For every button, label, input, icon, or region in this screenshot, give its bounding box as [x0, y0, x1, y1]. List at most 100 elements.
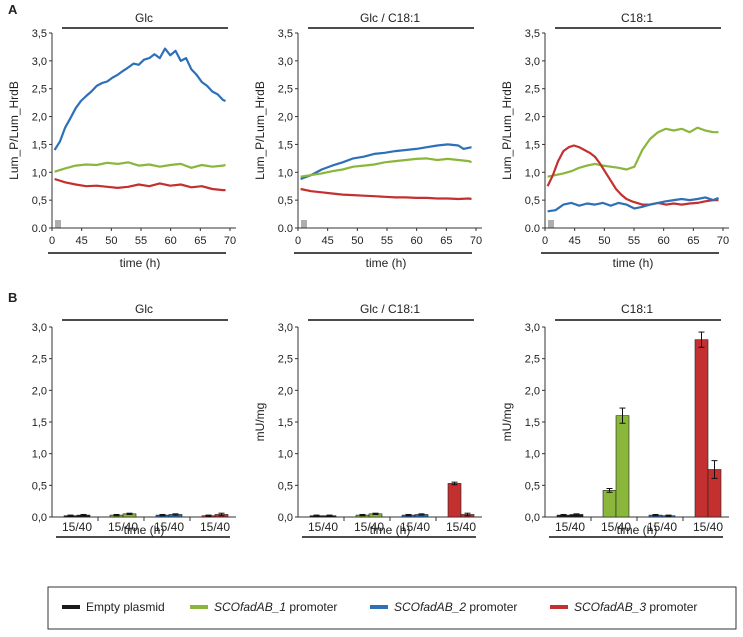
series-line-fadAB_1 — [54, 161, 226, 173]
category-label: 15/40 — [647, 520, 677, 534]
y-tick-label: 2,5 — [525, 84, 540, 96]
y-tick-label: 2,0 — [525, 112, 540, 124]
category-label: 15/40 — [62, 520, 92, 534]
y-tick-label: 2,5 — [32, 84, 47, 96]
y-tick-label: 2,0 — [32, 112, 47, 124]
line-chart-1: Glc 0.0 0,5 1,0 1,5 2,0 2,5 3,0 3,5 0 45 50 55 60 65 70… — [7, 11, 236, 270]
legend-label-text: Empty plasmid — [86, 600, 165, 614]
category-label: 15/40 — [400, 520, 430, 534]
y-tick-label: 1,5 — [32, 417, 47, 429]
x-axis-label: time (h) — [613, 256, 654, 270]
y-tick-label: 0.0 — [525, 223, 540, 235]
x-tick-label: 65 — [440, 235, 452, 247]
series-line-fadAB_3 — [300, 187, 472, 201]
category-label: 15/40 — [555, 520, 585, 534]
y-tick-label: 0,0 — [525, 512, 540, 524]
legend-label-italic: SCOfadAB_2 — [394, 600, 466, 614]
y-tick-label: 0,0 — [278, 512, 293, 524]
x-tick-label: 50 — [351, 235, 363, 247]
y-tick-label: 0,5 — [278, 195, 293, 207]
legend-label-text: promoter — [286, 600, 337, 614]
y-tick-label: 0,5 — [32, 480, 47, 492]
x-tick-label: 65 — [687, 235, 699, 247]
category-label: 15/40 — [693, 520, 723, 534]
x-tick-label: 0 — [49, 235, 55, 247]
x-axis-label: time (h) — [366, 256, 407, 270]
x-axis-label: time (h) — [617, 523, 658, 537]
legend-label-italic: SCOfadAB_1 — [214, 600, 286, 614]
category-label: 15/40 — [446, 520, 476, 534]
category-label: 15/40 — [308, 520, 338, 534]
y-tick-label: 0,0 — [32, 512, 47, 524]
series-line-fadAB_2 — [53, 47, 226, 151]
bar-chart-1: Glc 0,0 0,5 1,0 1,5 2,0 2,5 3,0 15/40 15/40 15/40 1… — [32, 302, 236, 538]
series-line-fadAB_1 — [547, 126, 719, 178]
bar-fadAB_3 — [447, 483, 462, 518]
y-axis-label: Lum_P/Lum_HrdB — [253, 81, 267, 180]
legend-item-fadAB_2: SCOfadAB_2 promoter — [370, 600, 517, 614]
chart-title: C18:1 — [621, 302, 653, 316]
legend-label: SCOfadAB_3 promoter — [574, 600, 697, 614]
y-tick-label: 3,5 — [525, 28, 540, 40]
x-tick-label: 65 — [194, 235, 206, 247]
panel-b-label: B — [8, 290, 17, 305]
x-tick-label: 70 — [717, 235, 729, 247]
y-tick-label: 1,5 — [525, 417, 540, 429]
x-tick-label: 70 — [470, 235, 482, 247]
category-label: 15/40 — [601, 520, 631, 534]
x-axis-label: time (h) — [124, 523, 165, 537]
chart-title: Glc / C18:1 — [360, 11, 420, 25]
legend-item-fadAB_3: SCOfadAB_3 promoter — [550, 600, 697, 614]
y-tick-label: 0.0 — [278, 223, 293, 235]
y-axis-label: mU/mg — [253, 403, 267, 442]
legend-item-empty: Empty plasmid — [62, 600, 165, 614]
category-label: 15/40 — [354, 520, 384, 534]
y-tick-label: 3,0 — [32, 56, 47, 68]
y-tick-label: 3,0 — [525, 56, 540, 68]
y-tick-label: 3,0 — [525, 322, 540, 334]
x-tick-label: 50 — [105, 235, 117, 247]
x-tick-label: 55 — [135, 235, 147, 247]
y-tick-label: 3,5 — [278, 28, 293, 40]
line-chart-3: C18:1 0.0 0,5 1,0 1,5 2,0 2,5 3,0 3,5 0 45 50 55 60 65… — [500, 11, 729, 270]
category-label: 15/40 — [200, 520, 230, 534]
x-tick-label: 60 — [658, 235, 670, 247]
bar-fadAB_1 — [615, 415, 630, 518]
category-label: 15/40 — [108, 520, 138, 534]
y-tick-label: 1,5 — [278, 417, 293, 429]
y-tick-label: 2,0 — [32, 385, 47, 397]
y-tick-label: 2,5 — [278, 84, 293, 96]
legend-label-italic: SCOfadAB_3 — [574, 600, 646, 614]
x-axis-label: time (h) — [370, 523, 411, 537]
y-tick-label: 0,5 — [525, 195, 540, 207]
category-label: 15/40 — [154, 520, 184, 534]
legend: Empty plasmid SCOfadAB_1 promoter SCOfadAB… — [47, 586, 737, 630]
x-tick-label: 0 — [295, 235, 301, 247]
y-tick-label: 0.0 — [32, 223, 47, 235]
y-tick-label: 1,5 — [525, 139, 540, 151]
legend-label: SCOfadAB_1 promoter — [214, 600, 337, 614]
y-tick-label: 1,0 — [525, 449, 540, 461]
y-tick-label: 1,0 — [32, 167, 47, 179]
y-tick-label: 2,5 — [32, 354, 47, 366]
x-tick-label: 45 — [569, 235, 581, 247]
x-tick-label: 60 — [411, 235, 423, 247]
y-tick-label: 2,0 — [278, 385, 293, 397]
x-tick-label: 55 — [628, 235, 640, 247]
x-tick-label: 0 — [542, 235, 548, 247]
y-tick-label: 2,0 — [525, 385, 540, 397]
chart-title: Glc — [135, 11, 153, 25]
x-tick-label: 60 — [165, 235, 177, 247]
y-tick-label: 2,0 — [278, 112, 293, 124]
y-tick-label: 0,5 — [278, 480, 293, 492]
bar-chart-2: Glc / C18:1 0,0 0,5 1,0 1,5 2,0 2,5 3,0 mU/mg 15/… — [253, 302, 482, 538]
series-line-fadAB_2 — [300, 143, 472, 181]
series-line-fadAB_3 — [54, 177, 226, 192]
legend-label: SCOfadAB_2 promoter — [394, 600, 517, 614]
y-axis-label: Lum_P/Lum_HrdB — [7, 81, 21, 180]
bar-chart-3: C18:1 0,0 0,5 1,0 1,5 2,0 2,5 3,0 mU/mg 15/40 15/4… — [500, 302, 729, 538]
legend-label: Empty plasmid — [86, 600, 165, 614]
y-tick-label: 3,0 — [278, 322, 293, 334]
y-tick-label: 1,0 — [525, 167, 540, 179]
